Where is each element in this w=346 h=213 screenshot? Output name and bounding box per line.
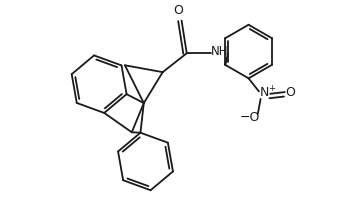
Text: +: +: [268, 84, 275, 93]
Text: −O: −O: [239, 111, 260, 124]
Text: O: O: [173, 4, 183, 17]
Text: NH: NH: [211, 45, 228, 58]
Text: O: O: [285, 86, 295, 99]
Text: N: N: [260, 86, 269, 99]
